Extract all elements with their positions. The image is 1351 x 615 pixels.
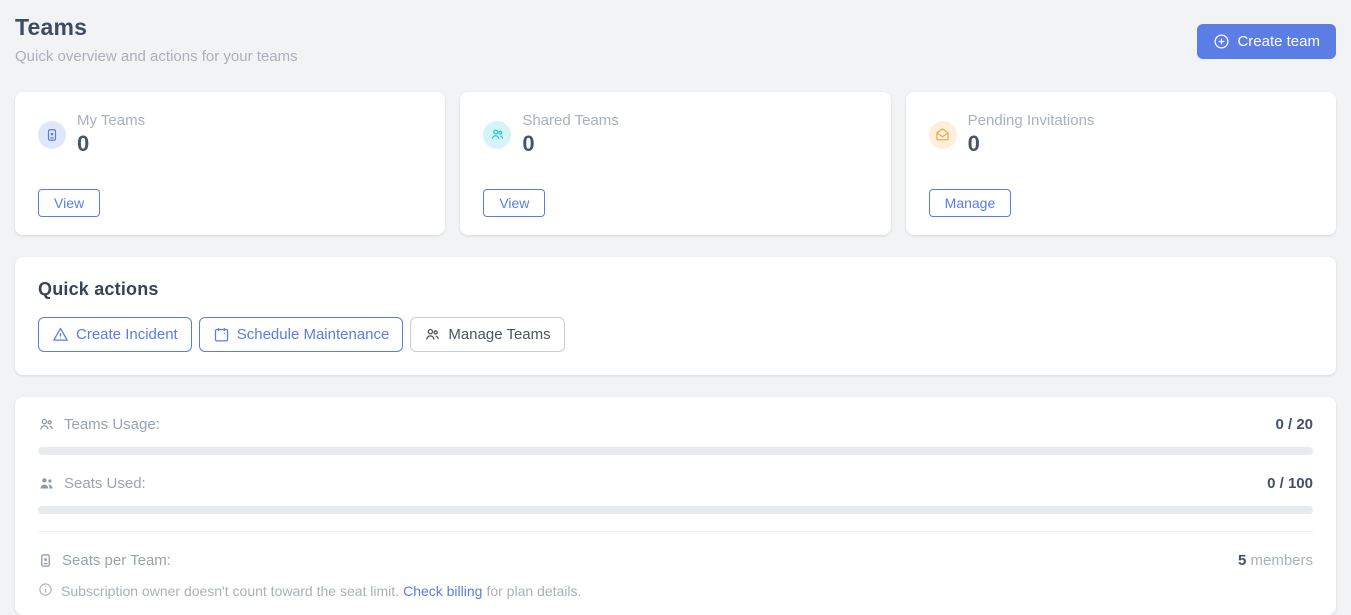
seats-used-row: Seats Used: 0 / 100: [38, 472, 1313, 494]
page-header: Teams Quick overview and actions for you…: [15, 14, 1336, 65]
stat-label: My Teams: [77, 112, 146, 129]
teams-usage-label-group: Teams Usage:: [38, 416, 160, 433]
id-badge-icon: [38, 553, 53, 568]
stat-texts: My Teams 0: [77, 112, 145, 157]
create-team-label: Create team: [1237, 33, 1320, 50]
stat-value: 0: [967, 131, 980, 156]
teams-usage-value: 0 / 20: [1275, 415, 1313, 433]
page-title: Teams: [15, 14, 88, 40]
seat-limit-note-text: Subscription owner doesn't count toward …: [61, 583, 581, 599]
info-circle-icon: [38, 582, 53, 600]
users-filled-icon: [38, 475, 55, 492]
view-my-teams-button[interactable]: View: [38, 189, 101, 217]
users-icon: [483, 120, 512, 149]
calendar-icon: [213, 326, 230, 343]
stat-value: 0: [77, 131, 90, 156]
my-teams-card: My Teams 0 View: [15, 92, 446, 235]
pending-invitations-card: Pending Invitations 0 Manage: [905, 92, 1336, 235]
id-badge-icon: [38, 120, 66, 149]
create-team-button[interactable]: Create team: [1197, 24, 1336, 59]
check-billing-link[interactable]: Check billing: [403, 583, 483, 599]
stat-texts: Pending Invitations 0: [968, 112, 1095, 157]
stat-head: My Teams 0: [38, 112, 422, 157]
seats-per-team-unit: members: [1250, 551, 1313, 569]
quick-actions-title: Quick actions: [38, 279, 159, 299]
usage-divider: [38, 531, 1313, 532]
users-outline-icon: [38, 416, 55, 433]
page-subtitle: Quick overview and actions for your team…: [15, 48, 298, 65]
manage-invitations-button[interactable]: Manage: [928, 189, 1012, 217]
usage-panel: Teams Usage: 0 / 20 Seats Used: 0 / 100: [15, 397, 1336, 615]
shared-teams-card: Shared Teams 0 View: [460, 92, 891, 235]
note-main-text: Subscription owner doesn't count toward …: [61, 583, 400, 599]
stat-value: 0: [522, 131, 535, 156]
users-icon: [424, 326, 441, 343]
seats-used-progressbar: [38, 506, 1313, 514]
teams-usage-row: Teams Usage: 0 / 20: [38, 413, 1313, 435]
page-header-text: Teams Quick overview and actions for you…: [15, 14, 298, 65]
manage-teams-label: Manage Teams: [448, 326, 551, 343]
stat-head: Pending Invitations 0: [928, 112, 1313, 157]
create-incident-button[interactable]: Create Incident: [38, 317, 192, 352]
seats-used-value: 0 / 100: [1267, 474, 1313, 492]
quick-actions-panel: Quick actions Create Incident: [15, 257, 1336, 375]
plus-circle-icon: [1213, 33, 1230, 50]
stat-cards-row: My Teams 0 View Shared Teams: [15, 92, 1336, 235]
stat-head: Shared Teams 0: [483, 112, 867, 157]
quick-actions-buttons: Create Incident Schedule Maintenance: [38, 317, 1313, 352]
seats-per-team-label-group: Seats per Team:: [38, 552, 171, 569]
seats-per-team-value: 5 members: [1238, 552, 1313, 569]
seat-limit-note: Subscription owner doesn't count toward …: [38, 580, 1313, 602]
schedule-maintenance-button[interactable]: Schedule Maintenance: [198, 317, 404, 352]
note-suffix-text: for plan details.: [486, 583, 582, 599]
seats-used-label-group: Seats Used:: [38, 475, 146, 492]
seats-per-team-number: 5: [1237, 551, 1247, 569]
stat-label: Shared Teams: [522, 112, 619, 129]
seats-per-team-label: Seats per Team:: [62, 551, 171, 569]
seats-per-team-row: Seats per Team: 5 members: [38, 549, 1313, 571]
stat-label: Pending Invitations: [967, 112, 1095, 129]
view-shared-teams-button[interactable]: View: [483, 189, 546, 217]
envelope-open-icon: [928, 120, 957, 149]
schedule-maintenance-label: Schedule Maintenance: [236, 326, 390, 343]
warning-triangle-icon: [52, 326, 69, 343]
create-incident-label: Create Incident: [76, 326, 178, 343]
teams-usage-progressbar: [38, 447, 1313, 455]
manage-teams-button[interactable]: Manage Teams: [410, 317, 565, 352]
teams-usage-label: Teams Usage:: [64, 415, 160, 433]
seats-used-label: Seats Used:: [64, 474, 146, 492]
stat-texts: Shared Teams 0: [522, 112, 618, 157]
